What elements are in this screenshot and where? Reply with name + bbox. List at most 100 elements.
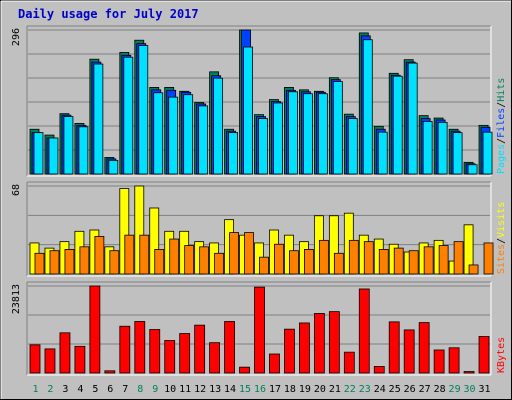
bar-kbytes-day-20 bbox=[313, 313, 325, 374]
bar-sites-day-21 bbox=[333, 252, 344, 275]
bar-pages-day-19 bbox=[303, 93, 313, 175]
bar-kbytes-day-24 bbox=[373, 366, 385, 374]
bar-kbytes-day-8 bbox=[134, 321, 146, 374]
bar-pages-day-21 bbox=[332, 81, 343, 175]
bar-sites-day-20 bbox=[318, 239, 329, 275]
day-label-30: 30 bbox=[464, 384, 476, 395]
day-label-21: 21 bbox=[329, 384, 341, 395]
day-label-16: 16 bbox=[254, 384, 266, 395]
bar-kbytes-day-26 bbox=[403, 329, 415, 374]
day-label-17: 17 bbox=[269, 384, 281, 395]
bar-kbytes-day-2 bbox=[44, 348, 56, 374]
bar-sites-day-24 bbox=[378, 249, 389, 275]
bar-visits-day-21 bbox=[328, 215, 339, 275]
bar-pages-day-28 bbox=[437, 122, 448, 175]
bar-pages-day-13 bbox=[213, 77, 224, 175]
bar-pages-day-27 bbox=[422, 121, 433, 175]
day-label-6: 6 bbox=[107, 384, 113, 395]
bar-pages-day-8 bbox=[138, 45, 149, 175]
bar-kbytes-day-6 bbox=[104, 370, 116, 374]
bar-kbytes-day-25 bbox=[388, 321, 400, 374]
day-label-20: 20 bbox=[314, 384, 326, 395]
day-label-31: 31 bbox=[478, 384, 490, 395]
legend-entry: Sites bbox=[496, 244, 507, 274]
bar-visits-day-30 bbox=[463, 224, 474, 275]
bar-sites-day-3 bbox=[64, 249, 75, 275]
bar-kbytes-day-19 bbox=[299, 322, 310, 374]
bar-pages-day-29 bbox=[452, 132, 463, 175]
bar-sites-day-6 bbox=[109, 250, 120, 275]
bar-sites-day-12 bbox=[199, 246, 210, 275]
bar-pages-day-22 bbox=[347, 118, 358, 175]
legend-entry: Hits bbox=[496, 78, 507, 102]
bar-sites-day-29 bbox=[453, 241, 464, 275]
bar-kbytes-day-29 bbox=[448, 347, 460, 374]
bar-pages-day-12 bbox=[198, 105, 209, 175]
panel-legend: Pages/Files/Hits bbox=[496, 78, 507, 174]
bar-sites-day-19 bbox=[304, 249, 314, 275]
bar-kbytes-day-23 bbox=[358, 288, 370, 374]
day-label-5: 5 bbox=[92, 384, 98, 395]
day-label-12: 12 bbox=[194, 384, 206, 395]
bar-pages-day-6 bbox=[108, 159, 119, 175]
bar-kbytes-day-30 bbox=[463, 371, 475, 374]
bar-kbytes-day-17 bbox=[269, 353, 280, 374]
bar-visits-day-7 bbox=[119, 188, 130, 275]
day-label-23: 23 bbox=[359, 384, 371, 395]
bar-kbytes-day-1 bbox=[29, 344, 41, 374]
bar-kbytes-day-18 bbox=[284, 328, 295, 374]
bar-sites-day-16 bbox=[259, 256, 269, 275]
bar-sites-day-1 bbox=[34, 252, 45, 275]
bar-kbytes-day-15 bbox=[239, 366, 250, 374]
bar-kbytes-day-12 bbox=[194, 324, 206, 374]
bar-visits-day-9 bbox=[149, 207, 160, 275]
bar-sites-day-5 bbox=[94, 236, 105, 275]
bar-kbytes-day-28 bbox=[433, 349, 445, 374]
bar-kbytes-day-9 bbox=[149, 329, 161, 374]
panel-legend: KBytes bbox=[496, 337, 507, 373]
legend-entry: / bbox=[496, 102, 507, 108]
day-label-14: 14 bbox=[224, 384, 236, 395]
bar-kbytes-day-10 bbox=[164, 340, 176, 374]
bar-sites-day-18 bbox=[289, 250, 299, 275]
legend-entry: Files bbox=[496, 108, 507, 138]
bar-pages-day-18 bbox=[288, 91, 298, 175]
panel-bottom: 23813 KBytes bbox=[11, 281, 507, 376]
legend-entry: / bbox=[496, 238, 507, 244]
bar-kbytes-day-27 bbox=[418, 322, 430, 374]
day-label-28: 28 bbox=[434, 384, 446, 395]
bar-kbytes-day-14 bbox=[224, 321, 235, 374]
bar-sites-day-14 bbox=[229, 232, 239, 275]
bar-sites-day-11 bbox=[184, 245, 195, 275]
panel-max-label: 68 bbox=[11, 184, 22, 196]
day-label-10: 10 bbox=[164, 384, 176, 395]
bar-sites-day-10 bbox=[169, 238, 180, 275]
bar-sites-day-7 bbox=[124, 234, 135, 275]
legend-entry: / bbox=[496, 138, 507, 144]
chart-title: Daily usage for July 2017 bbox=[18, 7, 199, 21]
day-label-4: 4 bbox=[77, 384, 83, 395]
bar-sites-day-25 bbox=[393, 247, 404, 275]
bar-pages-day-1 bbox=[33, 132, 44, 175]
bar-kbytes-day-7 bbox=[119, 325, 131, 374]
bar-pages-day-31 bbox=[482, 131, 493, 175]
legend-entry: Visits bbox=[496, 202, 507, 238]
legend-entry: Pages bbox=[496, 144, 507, 174]
day-label-19: 19 bbox=[299, 384, 311, 395]
bar-pages-day-16 bbox=[258, 118, 268, 175]
day-label-24: 24 bbox=[374, 384, 386, 395]
bar-pages-day-5 bbox=[93, 63, 104, 175]
chart-panels: 296Pages/Files/Hits68Sites/Visits23813KB… bbox=[11, 25, 507, 376]
legend-entry: KBytes bbox=[496, 337, 507, 373]
day-labels: 1 2 3 4 5 6 7 8 9 10 11 12 13 14 15 16 17 18 19 20 21 22 23 24 2… bbox=[32, 384, 490, 395]
bar-kbytes-day-21 bbox=[328, 311, 340, 374]
day-label-7: 7 bbox=[122, 384, 128, 395]
bar-sites-day-26 bbox=[408, 250, 419, 275]
bar-sites-day-9 bbox=[154, 249, 165, 275]
bar-kbytes-day-3 bbox=[59, 332, 71, 374]
day-label-25: 25 bbox=[389, 384, 401, 395]
bar-pages-day-17 bbox=[273, 102, 283, 175]
